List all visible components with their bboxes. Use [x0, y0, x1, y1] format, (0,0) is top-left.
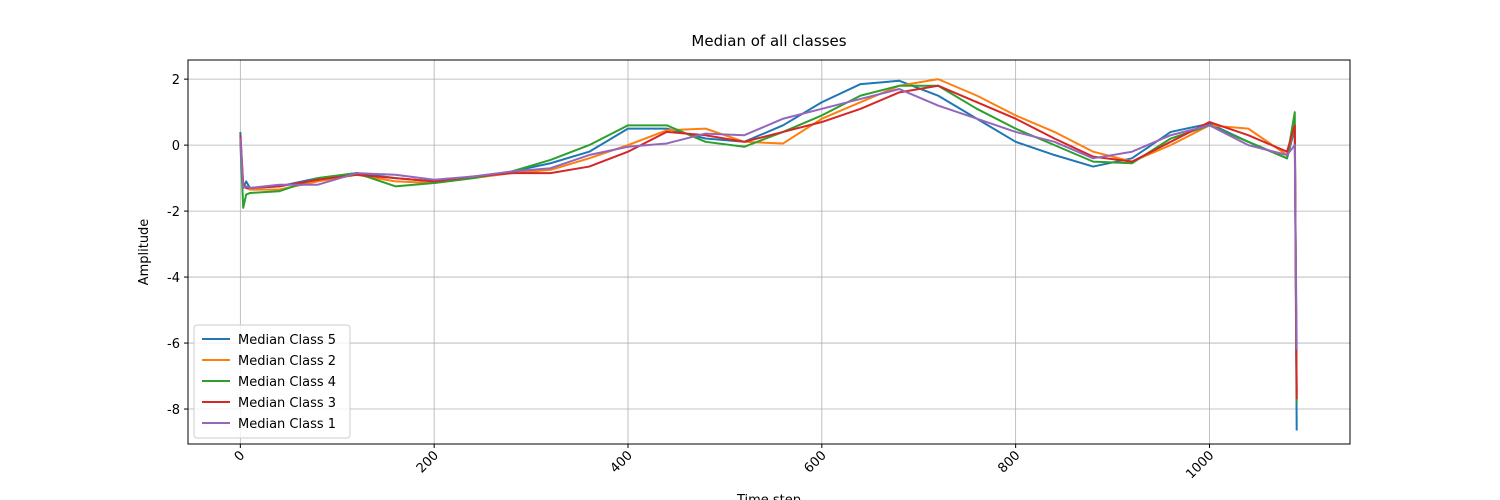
y-tick-label: -8: [167, 403, 180, 418]
data-line: [239, 78, 1298, 393]
y-tick-label: 2: [172, 73, 180, 88]
x-tick-label: 400: [608, 448, 636, 476]
y-tick-label: 0: [172, 139, 180, 154]
chart-title: Median of all classes: [691, 32, 846, 50]
y-axis-label: Amplitude: [137, 219, 152, 286]
legend-box: [193, 324, 351, 439]
legend-label: Median Class 3: [238, 396, 336, 411]
legend-label: Median Class 1: [238, 417, 336, 432]
x-tick-label: 0: [232, 448, 248, 464]
legend-label: Median Class 5: [238, 333, 336, 348]
data-line: [239, 84, 1298, 403]
legend-label: Median Class 4: [238, 375, 336, 390]
data-line: [239, 88, 1298, 350]
y-tick-label: -4: [167, 271, 180, 286]
y-tick-label: -6: [167, 337, 180, 352]
legend-label: Median Class 2: [238, 354, 336, 369]
x-tick-label: 800: [995, 448, 1023, 476]
data-line: [239, 79, 1298, 431]
data-line: [239, 84, 1298, 400]
x-axis-label: Time step: [736, 493, 801, 500]
plot-frame: [187, 59, 1351, 445]
legend: Median Class 5 Median Class 2 Median Class…: [193, 324, 351, 439]
y-tick-label: -2: [167, 205, 180, 220]
x-tick-label: 200: [414, 448, 442, 476]
x-tick-label: 600: [801, 448, 829, 476]
x-tick-label: 1000: [1183, 448, 1217, 482]
